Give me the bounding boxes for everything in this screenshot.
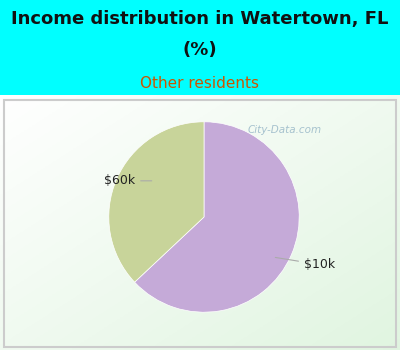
Wedge shape [109,122,204,282]
Text: Income distribution in Watertown, FL: Income distribution in Watertown, FL [11,10,389,28]
Wedge shape [135,122,299,312]
Text: Other residents: Other residents [140,76,260,91]
Text: (%): (%) [183,41,217,59]
Text: $10k: $10k [275,258,335,271]
Text: City-Data.com: City-Data.com [248,125,322,135]
Text: $60k: $60k [104,174,152,187]
